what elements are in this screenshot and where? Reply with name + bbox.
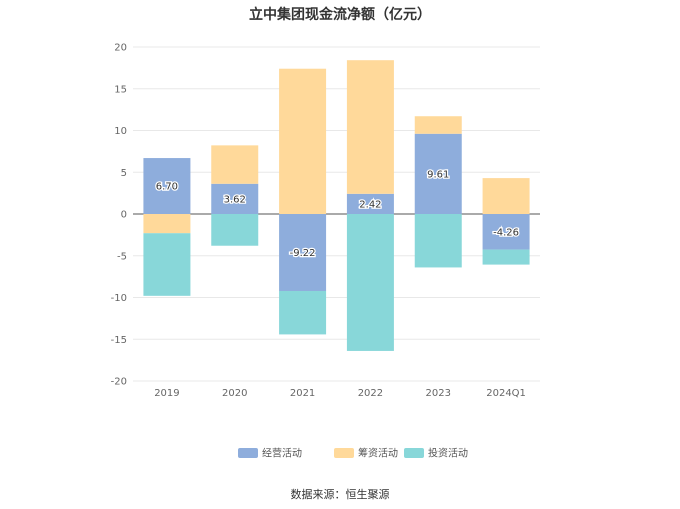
x-tick-label: 2021 [290, 388, 315, 399]
legend-label: 筹资活动 [358, 447, 398, 460]
bar-financing-2020 [211, 145, 259, 184]
data-label-2020: 3.62 [224, 194, 246, 205]
x-tick-label: 2020 [222, 388, 247, 399]
bar-financing-2023 [414, 116, 462, 134]
bar-operating-2024Q1 [482, 214, 530, 250]
bar-operating-2019 [143, 158, 191, 214]
chart-title: 立中集团现金流净额（亿元） [249, 7, 431, 23]
bar-financing-2022 [346, 60, 394, 194]
data-label-2023: 9.61 [427, 169, 449, 180]
x-tick-label: 2022 [358, 388, 383, 399]
x-tick-label: 2023 [426, 388, 451, 399]
y-tick-label: 0 [121, 210, 127, 221]
y-tick-label: -5 [117, 251, 127, 262]
x-tick-label: 2019 [154, 388, 179, 399]
legend-swatch [238, 448, 258, 458]
y-tick-label: 10 [114, 126, 127, 137]
y-tick-label: 5 [121, 168, 127, 179]
bar-investing-2022 [346, 214, 394, 351]
bar-financing-2024Q1 [482, 178, 530, 214]
bar-investing-2024Q1 [482, 249, 530, 265]
x-tick-label: 2024Q1 [486, 388, 526, 399]
bar-operating-2022 [346, 193, 394, 214]
y-tick-label: -20 [111, 377, 127, 388]
y-tick-label: -15 [111, 335, 127, 346]
bar-investing-2020 [211, 214, 259, 246]
bar-operating-2023 [414, 133, 462, 214]
data-source: 数据来源：恒生聚源 [290, 488, 390, 501]
bar-operating-2020 [211, 183, 259, 214]
y-tick-label: -10 [111, 293, 127, 304]
legend-label: 投资活动 [428, 447, 468, 460]
bar-investing-2019 [143, 233, 191, 296]
data-label-2022: 2.42 [359, 199, 381, 210]
bar-investing-2021 [279, 290, 327, 335]
y-tick-label: 20 [114, 43, 127, 54]
data-label-2019: 6.70 [156, 182, 178, 193]
data-label-2024Q1: -4.26 [493, 227, 519, 238]
data-label-2021: -9.22 [290, 248, 316, 259]
bar-investing-2023 [414, 214, 462, 268]
bar-financing-2019 [143, 214, 191, 234]
legend-label: 经营活动 [262, 447, 302, 460]
bar-financing-2021 [279, 68, 327, 215]
legend-item-investing: 投资活动 [404, 447, 468, 460]
y-tick-label: 15 [114, 84, 127, 95]
legend-swatch [334, 448, 354, 458]
legend-swatch [404, 448, 424, 458]
legend-item-operating: 经营活动 [238, 447, 302, 460]
legend-item-financing: 筹资活动 [334, 447, 398, 460]
bar-operating-2021 [279, 214, 327, 291]
